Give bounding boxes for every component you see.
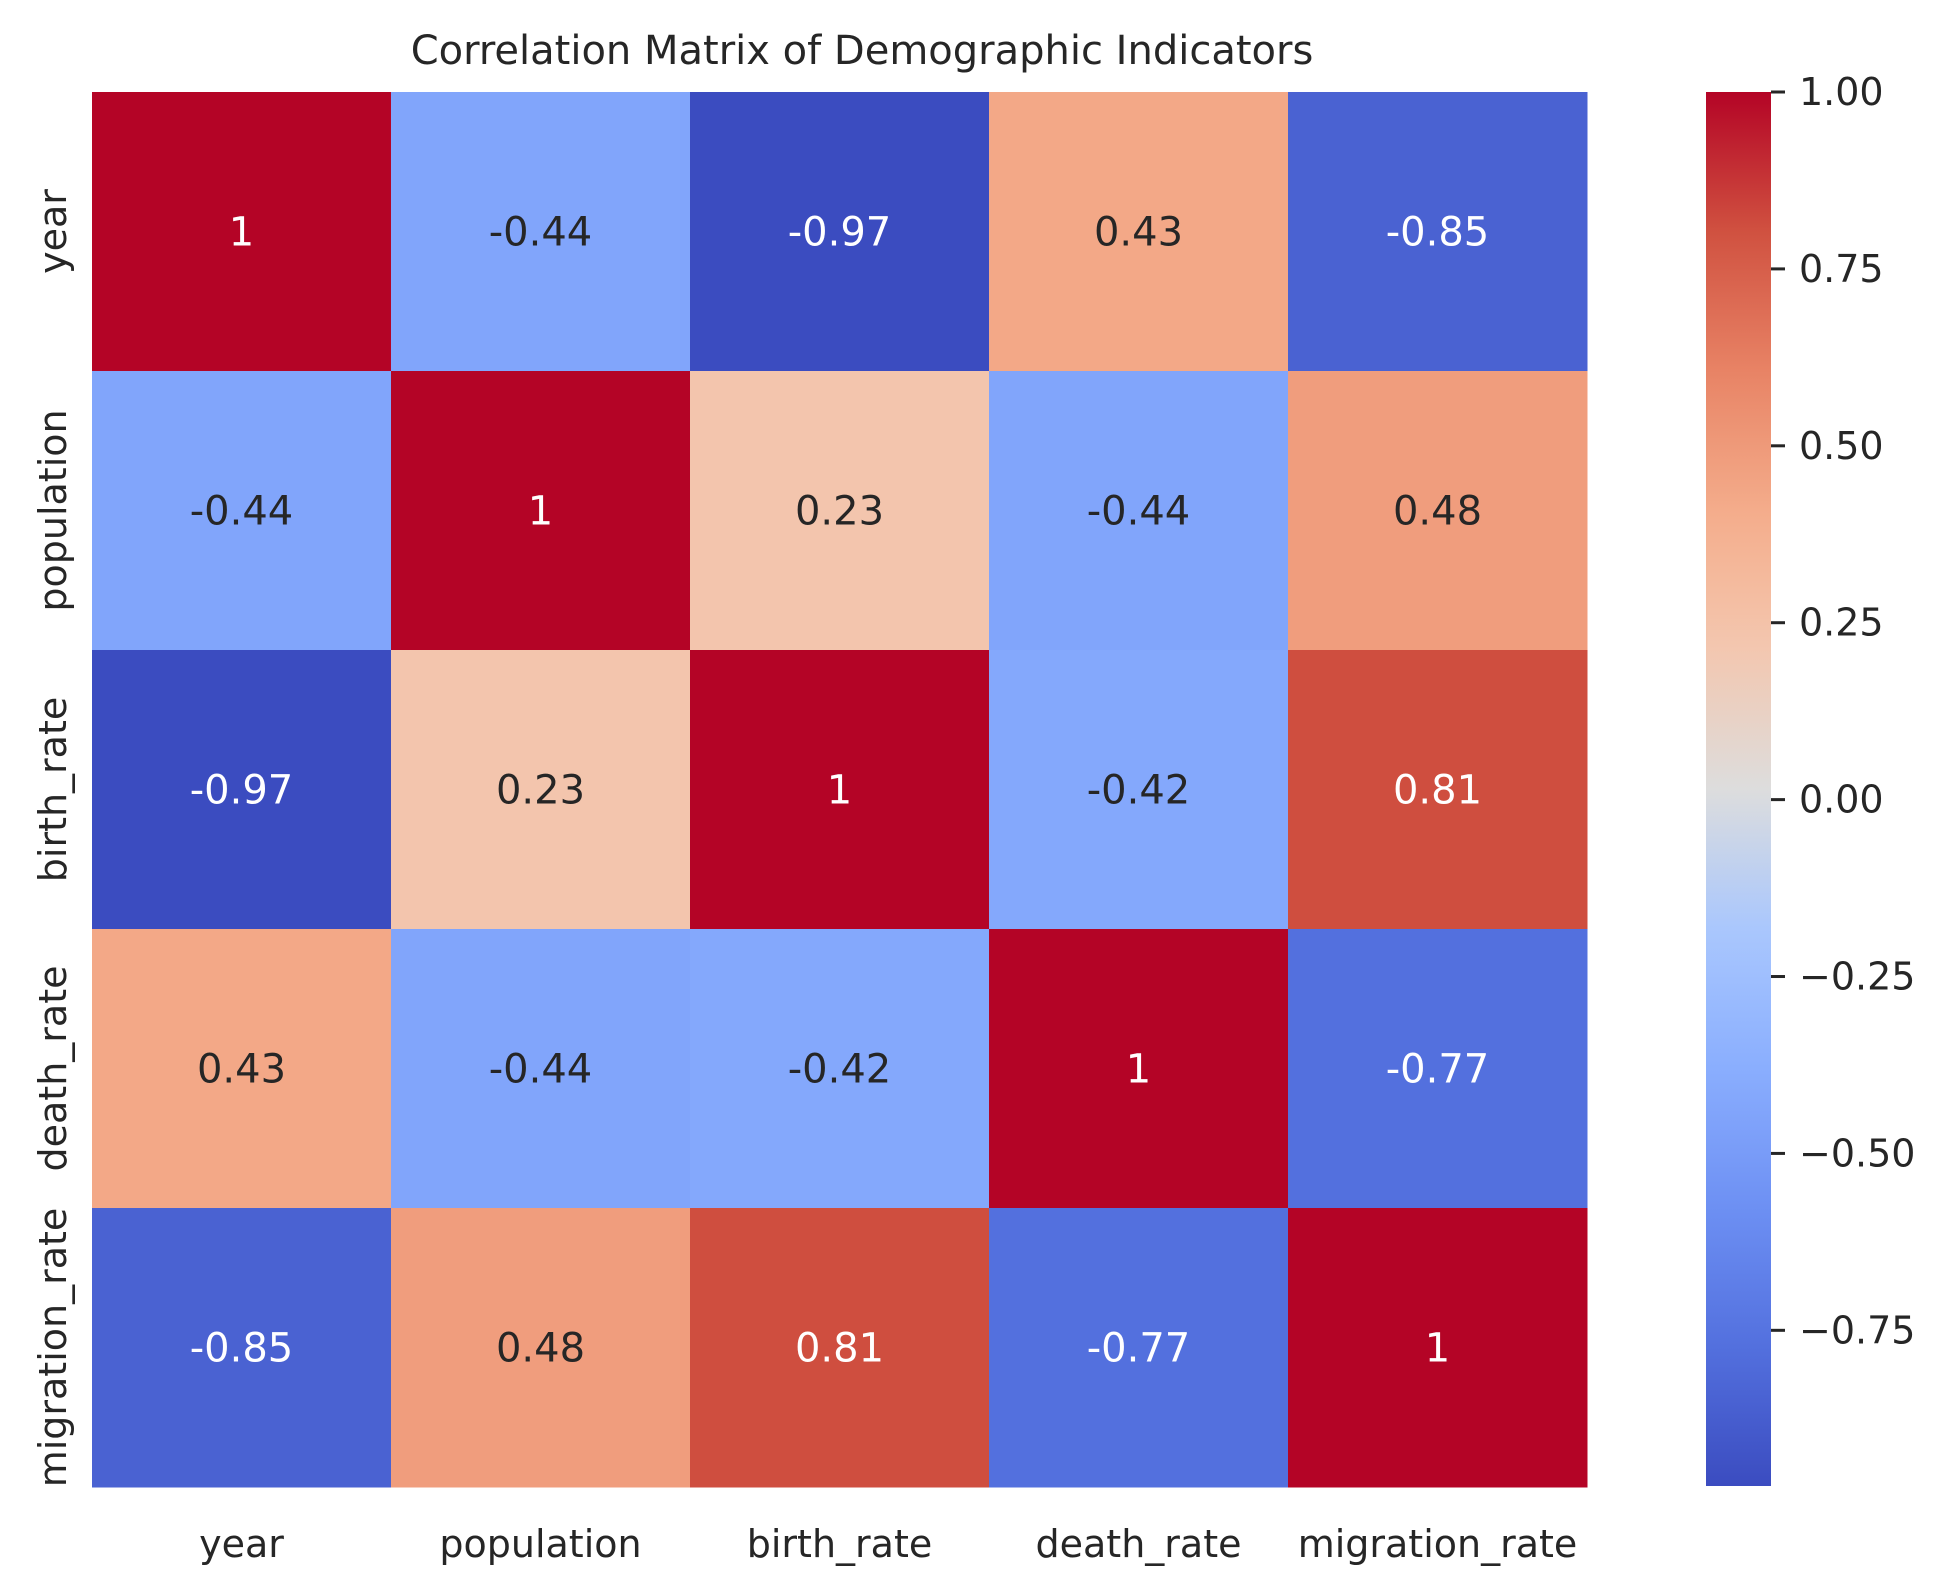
x-tick-label: year — [199, 1522, 284, 1566]
y-tick-label: migration_rate — [31, 1208, 75, 1488]
cell-value-label: 1 — [1126, 1047, 1151, 1093]
heatmap-cell — [989, 929, 1289, 1209]
cell-value-label: -0.44 — [489, 210, 593, 256]
cell-value-label: 0.81 — [1393, 768, 1482, 814]
cell-value-label: -0.77 — [1087, 1326, 1191, 1372]
heatmap-cells: 1 -0.44 -0.97 0.43 -0.85 -0.44 1 0.23 -0.44 0.48 -… — [92, 92, 1588, 1488]
heatmap-cell — [391, 929, 691, 1209]
cell-value-label: 0.43 — [197, 1047, 286, 1093]
colorbar-tick-label: −0.25 — [1799, 955, 1915, 999]
x-tick-label: death_rate — [1036, 1522, 1242, 1566]
cell-value-label: 0.23 — [795, 489, 884, 535]
cell-value-label: -0.42 — [1087, 768, 1191, 814]
cell-value-label: -0.97 — [190, 768, 294, 814]
colorbar-tick-label: 1.00 — [1799, 70, 1884, 114]
cell-value-label: 1 — [827, 768, 852, 814]
y-tick-label: birth_rate — [31, 697, 75, 882]
cell-value-label: -0.77 — [1386, 1047, 1490, 1093]
y-tick-label: population — [31, 409, 75, 611]
colorbar-gradient — [1706, 92, 1771, 1486]
heatmap-cell — [690, 650, 990, 930]
y-tick-label: death_rate — [31, 966, 75, 1172]
cell-value-label: 0.48 — [1393, 489, 1482, 535]
heatmap-cell — [1288, 1208, 1588, 1488]
cell-value-label: -0.85 — [1386, 210, 1490, 256]
chart-title: Correlation Matrix of Demographic Indica… — [411, 28, 1314, 74]
heatmap-cell — [391, 650, 691, 930]
cell-value-label: -0.44 — [489, 1047, 593, 1093]
cell-value-label: 0.23 — [496, 768, 585, 814]
colorbar: 1.00 0.75 0.50 0.25 0.00 −0.25 −0.50 −0.75 — [1706, 70, 1915, 1486]
heatmap-cell — [92, 371, 392, 651]
cell-value-label: 1 — [528, 489, 553, 535]
cell-value-label: -0.44 — [1087, 489, 1191, 535]
colorbar-tick-label: 0.25 — [1799, 601, 1884, 645]
heatmap-cell — [92, 929, 392, 1209]
heatmap-cell — [1288, 371, 1588, 651]
heatmap-cell — [391, 92, 691, 372]
colorbar-ticks: 1.00 0.75 0.50 0.25 0.00 −0.25 −0.50 −0.75 — [1771, 70, 1915, 1352]
x-tick-label: migration_rate — [1298, 1522, 1578, 1566]
cell-value-label: -0.97 — [788, 210, 892, 256]
cell-value-label: -0.44 — [190, 489, 294, 535]
y-axis-ticks: year population birth_rate death_ratemigrat… — [31, 189, 75, 1488]
x-tick-label: birth_rate — [747, 1522, 932, 1566]
heatmap-cell — [989, 92, 1289, 372]
colorbar-tick-label: 0.00 — [1799, 778, 1884, 822]
y-tick-label: year — [31, 189, 75, 274]
colorbar-tick-label: 0.75 — [1799, 247, 1884, 291]
colorbar-tick-label: 0.50 — [1799, 424, 1884, 468]
heatmap-cell — [391, 371, 691, 651]
heatmap-cell — [989, 371, 1289, 651]
cell-value-label: -0.42 — [788, 1047, 892, 1093]
x-axis-ticks: year population birth_rate death_rate migrat… — [199, 1522, 1577, 1566]
cell-value-label: -0.85 — [190, 1326, 294, 1372]
heatmap-cell — [1288, 650, 1588, 930]
heatmap-cell — [690, 371, 990, 651]
heatmap-cell — [92, 1208, 392, 1488]
heatmap-cell — [1288, 929, 1588, 1209]
heatmap-cell — [92, 650, 392, 930]
colorbar-tick-label: −0.50 — [1799, 1131, 1915, 1175]
cell-value-label: 0.48 — [496, 1326, 585, 1372]
heatmap-cell — [690, 929, 990, 1209]
cell-value-label: 1 — [1425, 1326, 1450, 1372]
heatmap-cell — [1288, 92, 1588, 372]
heatmap-cell — [690, 1208, 990, 1488]
heatmap-cell — [391, 1208, 691, 1488]
x-tick-label: population — [439, 1522, 641, 1566]
cell-value-label: 0.43 — [1094, 210, 1183, 256]
colorbar-tick-label: −0.75 — [1799, 1308, 1915, 1352]
heatmap-cell — [92, 92, 392, 372]
heatmap-cell — [989, 1208, 1289, 1488]
heatmap-cell — [989, 650, 1289, 930]
heatmap-cell — [690, 92, 990, 372]
cell-value-label: 1 — [229, 210, 254, 256]
cell-value-label: 0.81 — [795, 1326, 884, 1372]
